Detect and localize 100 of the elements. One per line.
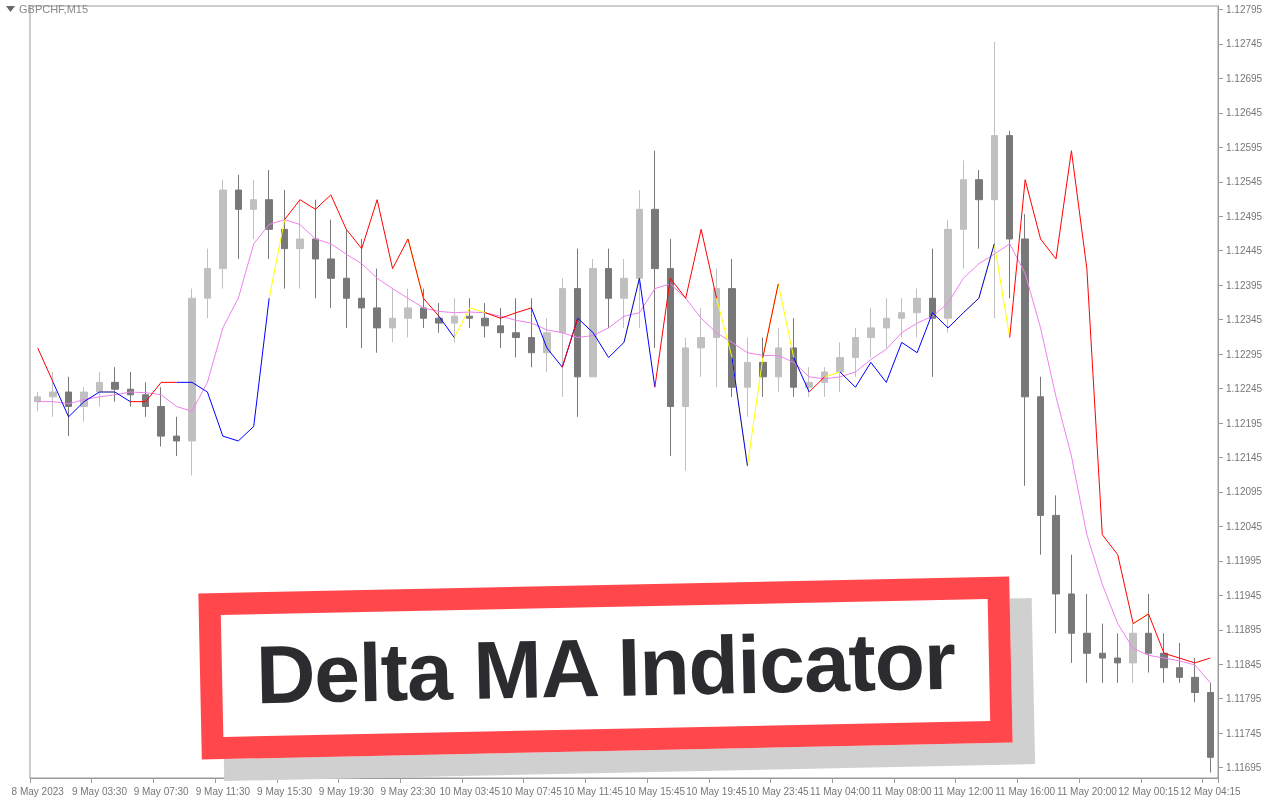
candlestick: [389, 288, 396, 343]
x-tick-label: 11 May 20:00: [1056, 785, 1118, 797]
y-tick-label: 1.11895: [1226, 624, 1262, 636]
candlestick: [944, 219, 952, 334]
y-tick-label: 1.12645: [1226, 107, 1263, 119]
candlestick: [281, 189, 288, 290]
candlestick: [1021, 213, 1029, 487]
candlestick: [358, 238, 365, 349]
candlestick: [697, 307, 705, 378]
candlestick: [775, 327, 782, 393]
x-tick-label: 9 May 19:30: [318, 785, 375, 797]
x-tick-label: 10 May 15:45: [624, 785, 686, 797]
y-tick-label: 1.12795: [1226, 3, 1263, 15]
candlestick: [312, 199, 319, 299]
y-tick-label: 1.12095: [1226, 486, 1263, 498]
candlestick: [898, 297, 905, 339]
candlestick: [574, 248, 581, 418]
x-tick-label: 12 May 04:15: [1179, 785, 1242, 797]
y-tick-label: 1.12695: [1226, 72, 1263, 84]
candlestick: [219, 179, 227, 290]
candlestick: [188, 288, 196, 476]
candlestick: [651, 150, 659, 349]
y-tick-label: 1.12595: [1226, 141, 1263, 153]
y-tick-label: 1.12295: [1226, 348, 1263, 360]
candlestick: [929, 248, 936, 378]
candlestick: [883, 297, 890, 349]
candlestick: [420, 288, 427, 329]
candlestick: [975, 169, 983, 250]
y-tick-label: 1.12345: [1226, 314, 1263, 326]
text: Delta MA Indicator: [198, 576, 1013, 760]
candlestick: [991, 41, 998, 319]
candlestick: [1083, 593, 1091, 684]
x-tick-label: 9 May 15:30: [257, 785, 313, 797]
y-tick-label: 1.12195: [1226, 417, 1263, 429]
candlestick: [1191, 657, 1199, 703]
candlestick: [1052, 494, 1060, 634]
candlestick: [34, 391, 41, 412]
x-tick-label: 10 May 19:45: [686, 785, 748, 797]
x-tick-label: 9 May 03:30: [71, 785, 128, 797]
candlestick: [327, 219, 335, 309]
candlestick: [157, 386, 165, 447]
y-tick-label: 1.12245: [1226, 383, 1263, 395]
x-tick-label: 10 May 23:45: [747, 785, 810, 797]
candlestick: [836, 341, 844, 393]
candlestick: [65, 376, 72, 437]
candlestick: [728, 258, 736, 398]
y-tick-label: 1.12395: [1226, 279, 1263, 291]
x-tick-label: 12 May 00:15: [1118, 785, 1180, 797]
candlestick: [404, 288, 412, 339]
x-tick-label: 9 May 07:30: [133, 785, 190, 797]
candlestick: [1176, 642, 1183, 684]
y-tick-label: 1.11845: [1226, 658, 1262, 670]
candlestick: [960, 159, 967, 270]
candlestick: [1129, 623, 1137, 684]
y-tick-label: 1.12545: [1226, 176, 1263, 188]
candlestick: [682, 337, 689, 472]
y-tick-label: 1.11695: [1226, 762, 1262, 774]
y-tick-label: 1.11945: [1226, 589, 1262, 601]
candlestick: [250, 179, 257, 240]
candlestick: [589, 258, 597, 378]
y-tick-label: 1.12045: [1226, 520, 1263, 532]
candlestick: [1145, 593, 1152, 674]
candlestick: [867, 307, 875, 359]
candlestick: [1006, 130, 1013, 299]
candlestick: [512, 297, 520, 359]
x-tick-label: 11 May 16:00: [995, 785, 1056, 797]
y-tick-label: 1.11795: [1226, 693, 1262, 705]
candlestick: [235, 174, 242, 260]
candlestick: [1099, 623, 1106, 684]
candlestick: [667, 238, 674, 457]
candlestick: [142, 381, 149, 418]
candlestick: [1068, 554, 1075, 664]
candlestick: [1037, 376, 1044, 556]
x-tick-label: 10 May 03:45: [439, 785, 501, 797]
y-tick-label: 1.12745: [1226, 38, 1263, 50]
candlestick: [605, 248, 612, 329]
x-tick-label: 11 May 12:00: [933, 785, 994, 797]
candlestick: [296, 199, 304, 290]
candlestick: [204, 248, 211, 319]
x-tick-label: 9 May 11:30: [195, 785, 251, 797]
x-tick-label: 10 May 07:45: [501, 785, 563, 797]
candlestick: [528, 297, 535, 368]
candlestick: [805, 366, 813, 398]
candlestick: [620, 258, 628, 329]
candlestick: [481, 302, 489, 339]
candlestick: [451, 297, 458, 343]
candlestick: [559, 277, 566, 398]
candlestick: [435, 302, 443, 334]
candlestick: [373, 268, 381, 354]
candlestick: [852, 327, 859, 378]
x-tick-label: 11 May 04:00: [810, 785, 871, 797]
y-tick-label: 1.12145: [1226, 451, 1263, 463]
candlestick: [1207, 682, 1214, 773]
candlestick: [744, 337, 751, 418]
candlestick: [497, 307, 504, 349]
candlestick: [173, 416, 180, 457]
candlestick: [49, 371, 57, 418]
y-tick-label: 1.12445: [1226, 245, 1263, 257]
candlestick: [265, 169, 273, 260]
candlestick: [111, 366, 119, 403]
